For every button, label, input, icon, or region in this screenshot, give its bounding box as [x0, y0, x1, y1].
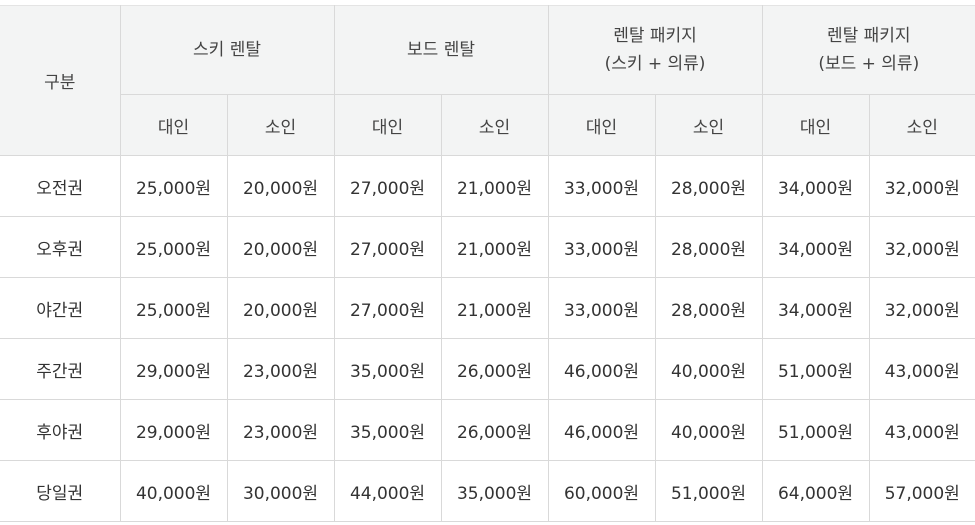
subheader-adult: 대인: [547, 94, 656, 156]
subheader-child: 소인: [440, 94, 549, 156]
row-label: 당일권: [0, 460, 121, 522]
price-cell: 44,000원: [333, 460, 442, 522]
subheader-child: 소인: [226, 94, 335, 156]
price-cell: 33,000원: [547, 277, 656, 339]
price-cell: 23,000원: [226, 399, 335, 461]
table-row: 당일권 40,000원 30,000원 44,000원 35,000원 60,0…: [0, 460, 975, 522]
price-cell: 20,000원: [226, 277, 335, 339]
price-cell: 51,000원: [761, 399, 870, 461]
price-cell: 60,000원: [547, 460, 656, 522]
table-row: 주간권 29,000원 23,000원 35,000원 26,000원 46,0…: [0, 338, 975, 400]
price-cell: 27,000원: [333, 277, 442, 339]
row-label: 오전권: [0, 155, 121, 217]
rental-price-table: 구분 스키 렌탈 보드 렌탈 렌탈 패키지 (스키 + 의류) 렌탈 패키지 (…: [0, 5, 975, 522]
group-header-line: (보드 + 의류): [818, 54, 920, 74]
price-cell: 32,000원: [868, 216, 975, 278]
price-cell: 64,000원: [761, 460, 870, 522]
price-cell: 32,000원: [868, 277, 975, 339]
table-row: 야간권 25,000원 20,000원 27,000원 21,000원 33,0…: [0, 277, 975, 339]
price-cell: 30,000원: [226, 460, 335, 522]
row-label: 오후권: [0, 216, 121, 278]
price-cell: 29,000원: [119, 338, 228, 400]
price-cell: 32,000원: [868, 155, 975, 217]
price-cell: 43,000원: [868, 399, 975, 461]
price-cell: 25,000원: [119, 155, 228, 217]
price-cell: 33,000원: [547, 155, 656, 217]
price-cell: 35,000원: [333, 399, 442, 461]
group-header-line: 렌탈 패키지: [826, 26, 911, 46]
price-cell: 26,000원: [440, 338, 549, 400]
group-header-board-package: 렌탈 패키지 (보드 + 의류): [761, 5, 975, 95]
price-cell: 29,000원: [119, 399, 228, 461]
price-cell: 28,000원: [654, 155, 763, 217]
subheader-child: 소인: [868, 94, 975, 156]
price-cell: 26,000원: [440, 399, 549, 461]
subheader-adult: 대인: [333, 94, 442, 156]
price-cell: 35,000원: [440, 460, 549, 522]
row-label: 후야권: [0, 399, 121, 461]
price-cell: 40,000원: [119, 460, 228, 522]
price-cell: 43,000원: [868, 338, 975, 400]
table-row: 오후권 25,000원 20,000원 27,000원 21,000원 33,0…: [0, 216, 975, 278]
price-cell: 28,000원: [654, 216, 763, 278]
price-cell: 57,000원: [868, 460, 975, 522]
group-header-line: 렌탈 패키지: [613, 26, 697, 46]
table-row: 오전권 25,000원 20,000원 27,000원 21,000원 33,0…: [0, 155, 975, 217]
group-header-board-rental: 보드 렌탈: [333, 5, 549, 95]
group-header-line: (스키 + 의류): [604, 54, 706, 74]
price-cell: 51,000원: [654, 460, 763, 522]
price-cell: 34,000원: [761, 277, 870, 339]
subheader-child: 소인: [654, 94, 763, 156]
row-label: 야간권: [0, 277, 121, 339]
subheader-adult: 대인: [761, 94, 870, 156]
price-cell: 20,000원: [226, 216, 335, 278]
price-cell: 23,000원: [226, 338, 335, 400]
price-cell: 40,000원: [654, 338, 763, 400]
price-cell: 27,000원: [333, 216, 442, 278]
price-cell: 51,000원: [761, 338, 870, 400]
price-cell: 25,000원: [119, 277, 228, 339]
price-cell: 46,000원: [547, 338, 656, 400]
price-cell: 20,000원: [226, 155, 335, 217]
price-cell: 21,000원: [440, 277, 549, 339]
group-header-ski-rental: 스키 렌탈: [119, 5, 335, 95]
price-cell: 34,000원: [761, 216, 870, 278]
price-cell: 28,000원: [654, 277, 763, 339]
price-cell: 21,000원: [440, 155, 549, 217]
price-cell: 25,000원: [119, 216, 228, 278]
group-header-line: 스키 렌탈: [193, 40, 261, 60]
table-row: 후야권 29,000원 23,000원 35,000원 26,000원 46,0…: [0, 399, 975, 461]
group-header-ski-package: 렌탈 패키지 (스키 + 의류): [547, 5, 763, 95]
row-label: 주간권: [0, 338, 121, 400]
price-cell: 33,000원: [547, 216, 656, 278]
price-cell: 21,000원: [440, 216, 549, 278]
price-cell: 46,000원: [547, 399, 656, 461]
corner-header: 구분: [0, 5, 121, 156]
price-cell: 27,000원: [333, 155, 442, 217]
group-header-line: 보드 렌탈: [407, 40, 475, 60]
subheader-adult: 대인: [119, 94, 228, 156]
price-cell: 35,000원: [333, 338, 442, 400]
price-cell: 34,000원: [761, 155, 870, 217]
price-cell: 40,000원: [654, 399, 763, 461]
